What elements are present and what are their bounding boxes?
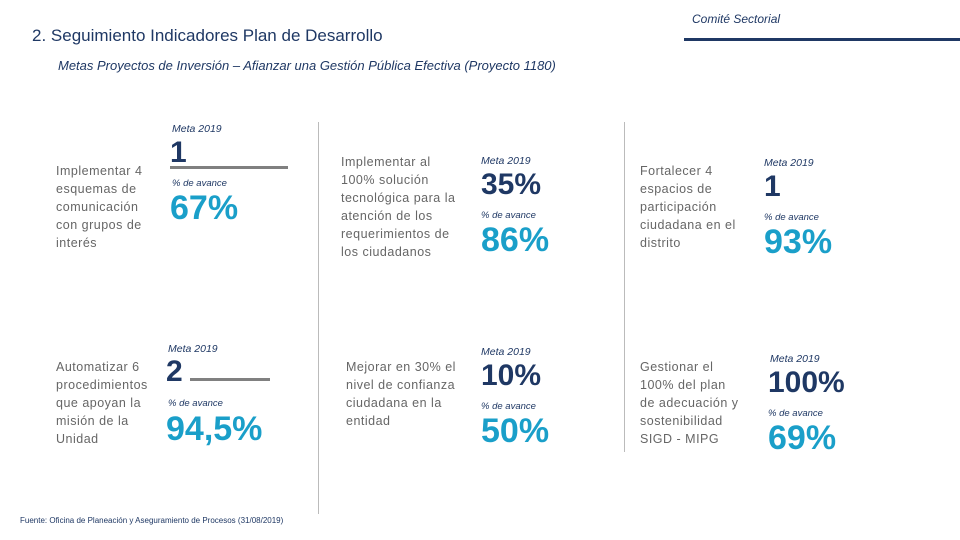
avance-value: 67% xyxy=(170,189,239,227)
meta-value: 35% xyxy=(481,168,542,201)
page-title: 2. Seguimiento Indicadores Plan de Desar… xyxy=(32,26,383,45)
avance-label: % de avance xyxy=(168,398,223,409)
column-divider-1 xyxy=(318,122,319,514)
meta-underline xyxy=(170,166,288,169)
meta-label: Meta 2019 xyxy=(168,343,218,355)
indicator-description: Mejorar en 30% el nivel de confianza ciu… xyxy=(346,360,456,428)
avance-label: % de avance xyxy=(764,212,819,223)
meta-underline xyxy=(190,378,270,381)
indicator-description: Implementar 4 esquemas de comunicación c… xyxy=(56,164,143,250)
comite-label: Comité Sectorial xyxy=(692,12,781,26)
meta-label: Meta 2019 xyxy=(172,123,222,135)
avance-value: 94,5% xyxy=(166,410,263,448)
avance-value: 50% xyxy=(481,412,550,450)
source-note: Fuente: Oficina de Planeación y Aseguram… xyxy=(20,516,284,525)
avance-value: 93% xyxy=(764,223,833,261)
page-subtitle: Metas Proyectos de Inversión – Afianzar … xyxy=(58,58,556,73)
meta-value: 10% xyxy=(481,359,542,392)
indicator-description: Gestionar el 100% del plan de adecuación… xyxy=(640,360,739,446)
meta-value: 100% xyxy=(768,366,845,399)
column-divider-2 xyxy=(624,122,625,452)
avance-label: % de avance xyxy=(481,401,536,412)
header-divider xyxy=(684,38,960,41)
meta-value: 1 xyxy=(764,170,781,203)
meta-label: Meta 2019 xyxy=(770,353,820,365)
meta-label: Meta 2019 xyxy=(481,346,531,358)
meta-value: 1 xyxy=(170,136,187,169)
avance-value: 86% xyxy=(481,221,550,259)
avance-label: % de avance xyxy=(481,210,536,221)
indicator-description: Automatizar 6 procedimientos que apoyan … xyxy=(56,360,148,446)
meta-label: Meta 2019 xyxy=(764,157,814,169)
indicator-description: Implementar al 100% solución tecnológica… xyxy=(341,155,456,259)
meta-label: Meta 2019 xyxy=(481,155,531,167)
avance-label: % de avance xyxy=(172,178,227,189)
avance-value: 69% xyxy=(768,419,837,457)
indicator-description: Fortalecer 4 espacios de participación c… xyxy=(640,164,736,250)
meta-value: 2 xyxy=(166,355,183,388)
avance-label: % de avance xyxy=(768,408,823,419)
